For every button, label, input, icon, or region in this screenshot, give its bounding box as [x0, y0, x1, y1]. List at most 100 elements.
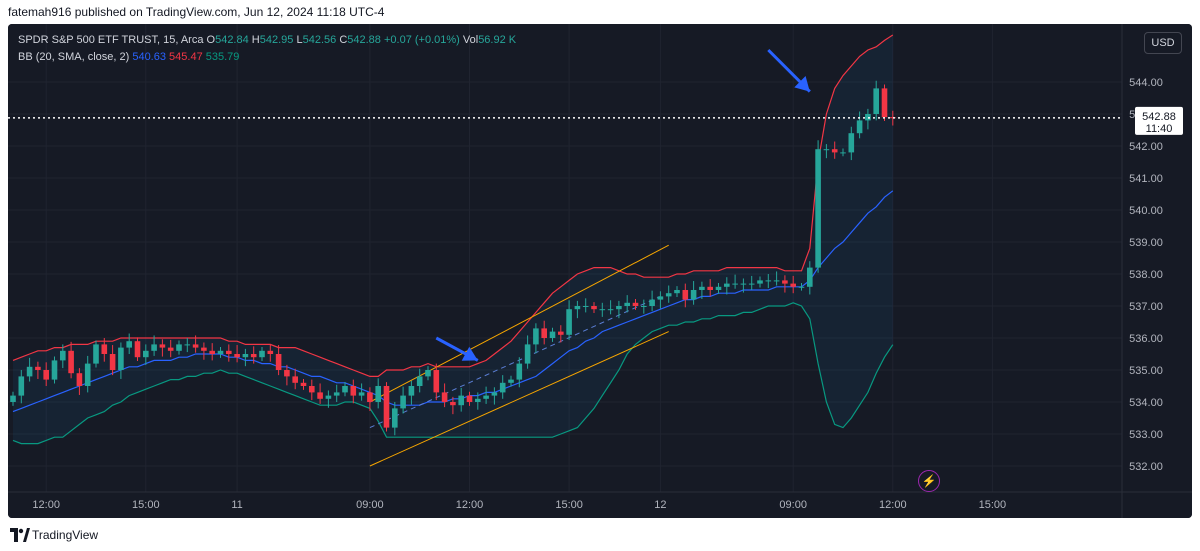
candle-body [408, 386, 415, 396]
close-label: C [339, 34, 348, 46]
price-tick-label: 533.00 [1129, 429, 1163, 441]
candle-body [151, 344, 157, 351]
close-value: 542.88 [347, 34, 381, 46]
candle-body [60, 350, 66, 361]
vol-label: Vol [462, 34, 479, 46]
candle-body [890, 117, 896, 119]
candle-body [815, 149, 821, 268]
candle-body [773, 280, 780, 282]
price-tick-label: 535.00 [1129, 365, 1163, 377]
candle-body [433, 370, 440, 393]
high-value: 542.95 [259, 34, 294, 46]
candle-body [757, 280, 763, 284]
candle-body [450, 402, 456, 406]
candle-body [574, 306, 581, 310]
candle-body [740, 283, 747, 285]
candle-body [275, 354, 282, 370]
candle-body [682, 290, 689, 300]
candle-body [616, 306, 622, 310]
bb-basis-value: 540.63 [132, 51, 166, 63]
bb-upper-value: 545.47 [169, 51, 203, 63]
candle-body [748, 283, 755, 285]
last-price-tag [1135, 106, 1183, 135]
channel-line [369, 331, 669, 467]
candle-body [873, 88, 879, 114]
candle-body [566, 309, 572, 335]
open-label: O [206, 34, 216, 46]
price-chart[interactable]: 532.00 533.00 534.00 535.00 536.00 537.00 538.… [8, 24, 1192, 518]
candle-body [782, 280, 788, 284]
candle-body [400, 395, 406, 409]
candle-body [10, 395, 16, 402]
candle-body [192, 344, 199, 348]
candle-body [840, 152, 846, 154]
candle-body [649, 299, 655, 306]
candle-body [533, 328, 539, 345]
candle-body [18, 376, 25, 396]
time-tick-label: 09:00 [779, 499, 807, 511]
vol-value: 56.92 K [478, 34, 517, 46]
candle-body [549, 331, 556, 338]
candle-body [118, 347, 124, 370]
candle-body [699, 286, 705, 290]
candle-body [392, 408, 398, 428]
candle-body [226, 350, 232, 354]
candle-body [26, 366, 33, 377]
price-tick-label: 537.00 [1129, 301, 1163, 313]
candle-body [250, 354, 257, 358]
lightning-icon[interactable]: ⚡ [918, 470, 940, 492]
legend: SPDR S&P 500 ETF TRUST, 15, Arca O542.84… [18, 32, 516, 66]
candle-body [267, 350, 274, 354]
candle-body [441, 392, 448, 402]
candle-body [724, 283, 730, 287]
candle-body [458, 395, 464, 406]
bb-row: BB (20, SMA, close, 2) 540.63 545.47 535… [18, 49, 516, 66]
time-tick-label: 15:00 [555, 499, 583, 511]
candle-body [657, 296, 664, 300]
candle-body [176, 344, 182, 351]
candle-body [823, 149, 830, 151]
bollinger-upper-line [12, 34, 894, 377]
candle-body [358, 392, 365, 396]
candle-body [591, 306, 597, 310]
time-tick-label: 12:00 [879, 499, 907, 511]
time-tick-label: 12 [654, 499, 666, 511]
publish-header: fatemah916 published on TradingView.com,… [0, 0, 1200, 24]
candle-body [499, 382, 506, 393]
candle-body [466, 395, 473, 402]
annotation-arrowhead [794, 76, 810, 92]
tradingview-logo-icon [10, 528, 30, 542]
chart-panel[interactable]: 532.00 533.00 534.00 535.00 536.00 537.00 538.… [8, 24, 1192, 518]
candle-body [624, 302, 630, 306]
price-tick-label: 540.00 [1129, 205, 1163, 217]
candle-body [143, 350, 149, 358]
price-tick-label: 536.00 [1129, 333, 1163, 345]
candle-body [101, 344, 108, 354]
candle-body [201, 347, 207, 351]
candle-body [765, 280, 772, 282]
candle-body [375, 386, 381, 402]
candle-body [831, 149, 838, 153]
candle-body [300, 382, 307, 386]
candle-body [51, 360, 58, 380]
candle-body [68, 350, 74, 374]
candle-body [865, 114, 871, 121]
candle-body [483, 395, 489, 399]
footer: TradingView [0, 518, 1200, 551]
candle-body [881, 88, 888, 118]
candle-body [43, 370, 49, 380]
currency-button[interactable]: USD [1144, 32, 1182, 54]
time-tick-label: 15:00 [132, 499, 160, 511]
candle-body [217, 350, 224, 354]
ohlc-row: SPDR S&P 500 ETF TRUST, 15, Arca O542.84… [18, 32, 516, 49]
time-tick-label: 15:00 [979, 499, 1007, 511]
candle-body [475, 398, 481, 402]
low-label: L [296, 34, 303, 46]
change-value: +0.07 (+0.01%) [383, 34, 460, 46]
candle-body [674, 290, 680, 294]
candle-body [76, 373, 83, 386]
low-value: 542.56 [302, 34, 337, 46]
candle-body [167, 347, 174, 351]
candle-body [184, 344, 191, 346]
candle-body [93, 344, 99, 364]
